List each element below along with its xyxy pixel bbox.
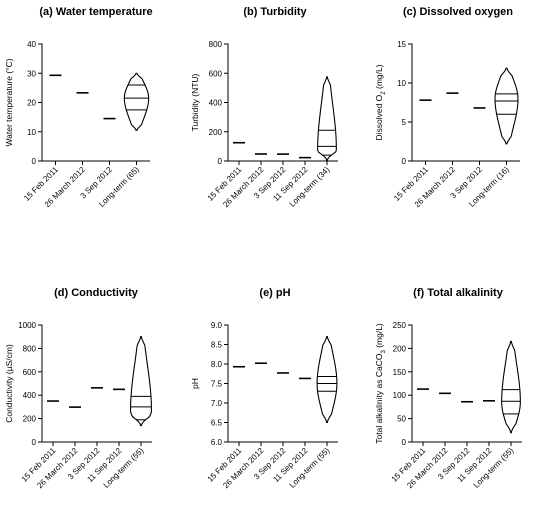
y-tick-label: 200 xyxy=(209,128,223,137)
y-tick-label: 5 xyxy=(402,118,407,127)
y-axis-label: Water temperature (°C) xyxy=(4,58,14,146)
y-tick-label: 20 xyxy=(27,99,36,108)
y-tick-label: 6.5 xyxy=(211,419,223,428)
y-tick-label: 40 xyxy=(27,40,36,49)
y-tick-label: 7.5 xyxy=(211,380,223,389)
panel-1: (a) Water temperature 0 10 20 30 40 Water temp… xyxy=(4,6,153,209)
y-tick-label: 9.0 xyxy=(211,321,223,330)
panel-title: (f) Total alkalinity xyxy=(413,287,504,299)
y-tick-label: 30 xyxy=(27,69,36,78)
violin-long-term xyxy=(501,340,521,434)
panel-6: (f) Total alkalinity 0 50 100 150 200 250 Total… xyxy=(374,287,522,490)
y-tick-label: 200 xyxy=(393,344,407,353)
y-tick-label: 150 xyxy=(393,368,407,377)
y-axis-label: Total alkalinity as CaCO3 (mg/L) xyxy=(374,323,387,444)
y-tick-label: 0 xyxy=(402,157,407,166)
y-tick-label: 800 xyxy=(23,344,37,353)
x-category-label: Long-term (55) xyxy=(288,446,332,490)
panel-title: (d) Conductivity xyxy=(54,287,139,299)
panel-4: (d) Conductivity 0 200 400 600 800 1000 Conduct… xyxy=(4,287,153,490)
y-tick-label: 0 xyxy=(402,438,407,447)
y-tick-label: 10 xyxy=(27,128,36,137)
panel-title: (a) Water temperature xyxy=(39,6,152,18)
y-tick-label: 8.0 xyxy=(211,360,223,369)
y-tick-label: 250 xyxy=(393,321,407,330)
y-tick-label: 100 xyxy=(393,391,407,400)
panel-3: (c) Dissolved oxygen 0 5 10 15 Dissolved O2 (… xyxy=(374,6,520,209)
violin-long-term xyxy=(494,67,519,145)
y-tick-label: 400 xyxy=(23,391,37,400)
y-tick-label: 6.0 xyxy=(211,438,223,447)
x-category-label: Long-term (55) xyxy=(472,446,516,490)
panel-2: (b) Turbidity 0 200 400 600 800 Turbidity (NTU… xyxy=(190,6,338,209)
y-tick-label: 0 xyxy=(32,157,37,166)
y-tick-label: 800 xyxy=(209,40,223,49)
y-tick-label: 10 xyxy=(397,79,406,88)
violin-long-term xyxy=(123,72,150,131)
y-tick-label: 600 xyxy=(209,69,223,78)
y-tick-label: 0 xyxy=(218,157,223,166)
y-axis-label: pH xyxy=(190,378,200,389)
y-tick-label: 200 xyxy=(23,415,37,424)
y-tick-label: 8.5 xyxy=(211,341,223,350)
y-tick-label: 1000 xyxy=(18,321,36,330)
y-tick-label: 600 xyxy=(23,368,37,377)
violin-long-term xyxy=(316,336,338,424)
y-axis-label: Dissolved O2 (mg/L) xyxy=(374,64,387,140)
y-tick-label: 400 xyxy=(209,99,223,108)
y-tick-label: 50 xyxy=(397,415,406,424)
violin-long-term xyxy=(317,76,337,161)
y-tick-label: 7.0 xyxy=(211,399,223,408)
panel-title: (e) pH xyxy=(259,287,290,299)
y-tick-label: 0 xyxy=(32,438,37,447)
y-axis-label: Turbidity (NTU) xyxy=(190,73,200,131)
x-category-label: Long-term (34) xyxy=(288,165,332,209)
violin-long-term xyxy=(129,336,153,427)
x-category-label: Long-term (55) xyxy=(102,446,146,490)
panel-title: (c) Dissolved oxygen xyxy=(403,6,513,18)
y-tick-label: 15 xyxy=(397,40,406,49)
y-axis-label: Conductivity (µS/cm) xyxy=(4,344,14,423)
panel-title: (b) Turbidity xyxy=(243,6,307,18)
